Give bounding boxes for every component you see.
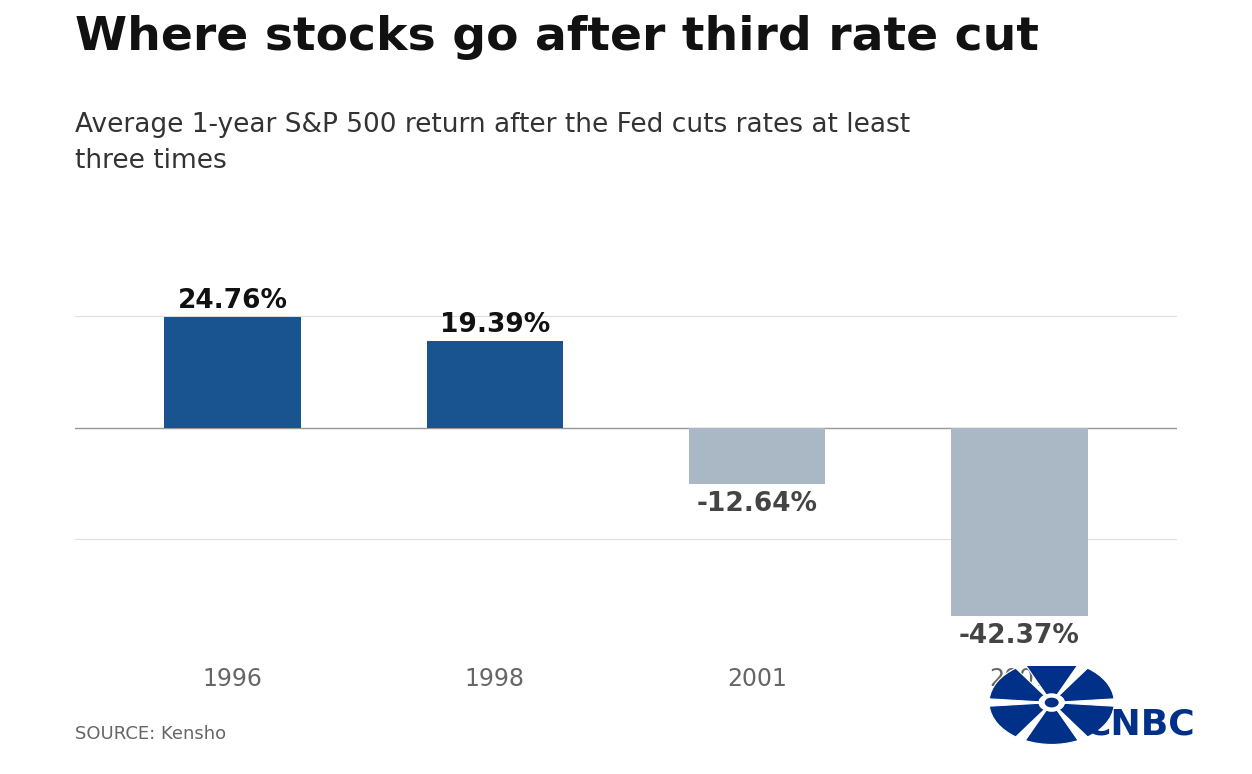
Wedge shape	[989, 668, 1044, 702]
Text: SOURCE: Kensho: SOURCE: Kensho	[75, 725, 227, 743]
Text: Where stocks go after third rate cut: Where stocks go after third rate cut	[75, 15, 1039, 60]
Circle shape	[1039, 694, 1064, 711]
Text: -12.64%: -12.64%	[696, 491, 818, 516]
Wedge shape	[1025, 660, 1078, 695]
Wedge shape	[1059, 668, 1114, 702]
Text: Average 1-year S&P 500 return after the Fed cuts rates at least
three times: Average 1-year S&P 500 return after the …	[75, 112, 910, 174]
Bar	[689, 427, 825, 484]
Bar	[427, 341, 563, 427]
Text: -42.37%: -42.37%	[959, 623, 1080, 649]
Bar	[952, 427, 1088, 616]
Circle shape	[1045, 698, 1058, 707]
Text: 19.39%: 19.39%	[439, 312, 550, 337]
Text: CNBC: CNBC	[1084, 707, 1194, 741]
Bar	[164, 317, 300, 427]
Wedge shape	[1025, 710, 1078, 745]
Wedge shape	[1059, 704, 1114, 737]
Wedge shape	[989, 704, 1044, 737]
Text: 24.76%: 24.76%	[178, 288, 288, 314]
